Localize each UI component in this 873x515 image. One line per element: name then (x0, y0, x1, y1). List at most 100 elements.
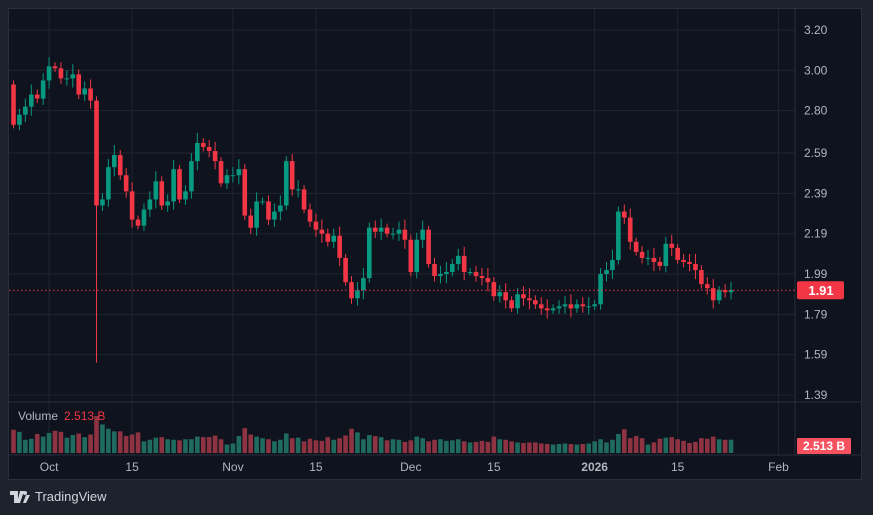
candle (728, 282, 734, 300)
candle (355, 282, 360, 306)
candle-body (295, 189, 301, 191)
candle-body (141, 209, 147, 226)
volume-bar (337, 438, 342, 453)
candle (533, 295, 538, 309)
candle (313, 213, 319, 237)
candle-body (266, 201, 271, 220)
candle-body (503, 292, 508, 301)
candle (260, 197, 265, 206)
candle (497, 285, 503, 303)
candle (432, 257, 437, 282)
candle (408, 234, 414, 277)
candle-body (420, 229, 425, 240)
volume-bar (533, 442, 538, 453)
volume-bar (367, 435, 372, 453)
candle (230, 167, 236, 183)
volume-bar (112, 431, 117, 453)
candle-body (455, 255, 461, 264)
volume-bar (426, 441, 431, 453)
candle-body (402, 229, 408, 240)
volume-bar (129, 434, 135, 453)
volume-bar (159, 437, 165, 453)
tradingview-logo[interactable]: TradingView (10, 489, 107, 504)
candle-body (515, 294, 520, 309)
time-tick-label: 15 (487, 460, 501, 474)
volume-value-label: 2.513 B (803, 439, 845, 453)
candle-body (633, 241, 639, 252)
candle (639, 245, 645, 264)
candle-body (687, 261, 692, 264)
candle-body (586, 306, 592, 308)
candle (141, 203, 147, 232)
candle (705, 277, 710, 295)
volume-bar (467, 442, 473, 453)
candle (195, 132, 200, 171)
candle (515, 288, 520, 314)
candle-body (378, 227, 384, 232)
candle-body (533, 300, 538, 305)
candle-body (212, 151, 218, 162)
candle (28, 84, 34, 116)
candle (112, 144, 117, 177)
volume-bar (123, 436, 129, 453)
candle-body (675, 247, 680, 260)
volume-bar (319, 440, 325, 453)
candle-body (283, 161, 289, 206)
price-tick-label: 2.59 (804, 146, 828, 160)
candle (153, 171, 159, 209)
candle-body (23, 106, 28, 115)
volume-bar (313, 440, 319, 453)
candle (722, 284, 728, 298)
candle-body (669, 243, 675, 248)
candle (147, 191, 153, 217)
volume-bar (580, 444, 586, 453)
candle-body (657, 261, 663, 266)
candle-body (621, 211, 627, 218)
candle (378, 218, 384, 240)
candle (657, 256, 663, 271)
volume-bar (450, 440, 455, 453)
candle-body (189, 161, 194, 192)
volume-bar (135, 432, 141, 453)
candle (455, 248, 461, 271)
candle (337, 226, 342, 267)
time-tick-label: 15 (671, 460, 685, 474)
volume-bar (681, 440, 686, 453)
candle-body (645, 257, 651, 259)
candle-body (396, 229, 402, 234)
candle (46, 57, 52, 89)
candle-body (70, 74, 76, 79)
candle (473, 265, 479, 282)
volume-bar (473, 441, 479, 453)
volume-bar (82, 437, 87, 453)
volume-bar (372, 436, 378, 453)
candle (248, 208, 253, 235)
volume-bar (657, 438, 663, 453)
candle (467, 268, 473, 276)
volume-bar (224, 444, 230, 453)
volume-bar (195, 436, 200, 453)
candle (426, 225, 431, 268)
volume-legend-value: 2.513 B (64, 409, 106, 423)
volume-bar (556, 444, 562, 453)
candle (212, 141, 218, 170)
chart-frame[interactable]: 3.20 3.00 2.80 2.59 2.39 2.19 1.99 1.79 1.59 1.39… (8, 8, 862, 480)
volume-bar (117, 431, 123, 453)
candle-body (183, 191, 188, 200)
candle (331, 228, 337, 249)
candle-body (663, 243, 669, 266)
price-tick-label: 2.39 (804, 186, 828, 200)
volume-bar (343, 435, 348, 453)
candle-body (592, 304, 597, 307)
candle-body (64, 78, 70, 80)
price-tick-label: 1.39 (804, 388, 828, 402)
candle (645, 249, 651, 266)
candlestick-chart[interactable]: 3.20 3.00 2.80 2.59 2.39 2.19 1.99 1.79 1.59 1.39… (9, 9, 861, 479)
candle-body (580, 304, 586, 307)
candle (444, 261, 449, 284)
volume-bar (610, 439, 615, 453)
candle (675, 243, 680, 264)
candle-body (414, 239, 420, 273)
candle-body (556, 306, 562, 309)
time-tick-label: Nov (222, 460, 243, 474)
